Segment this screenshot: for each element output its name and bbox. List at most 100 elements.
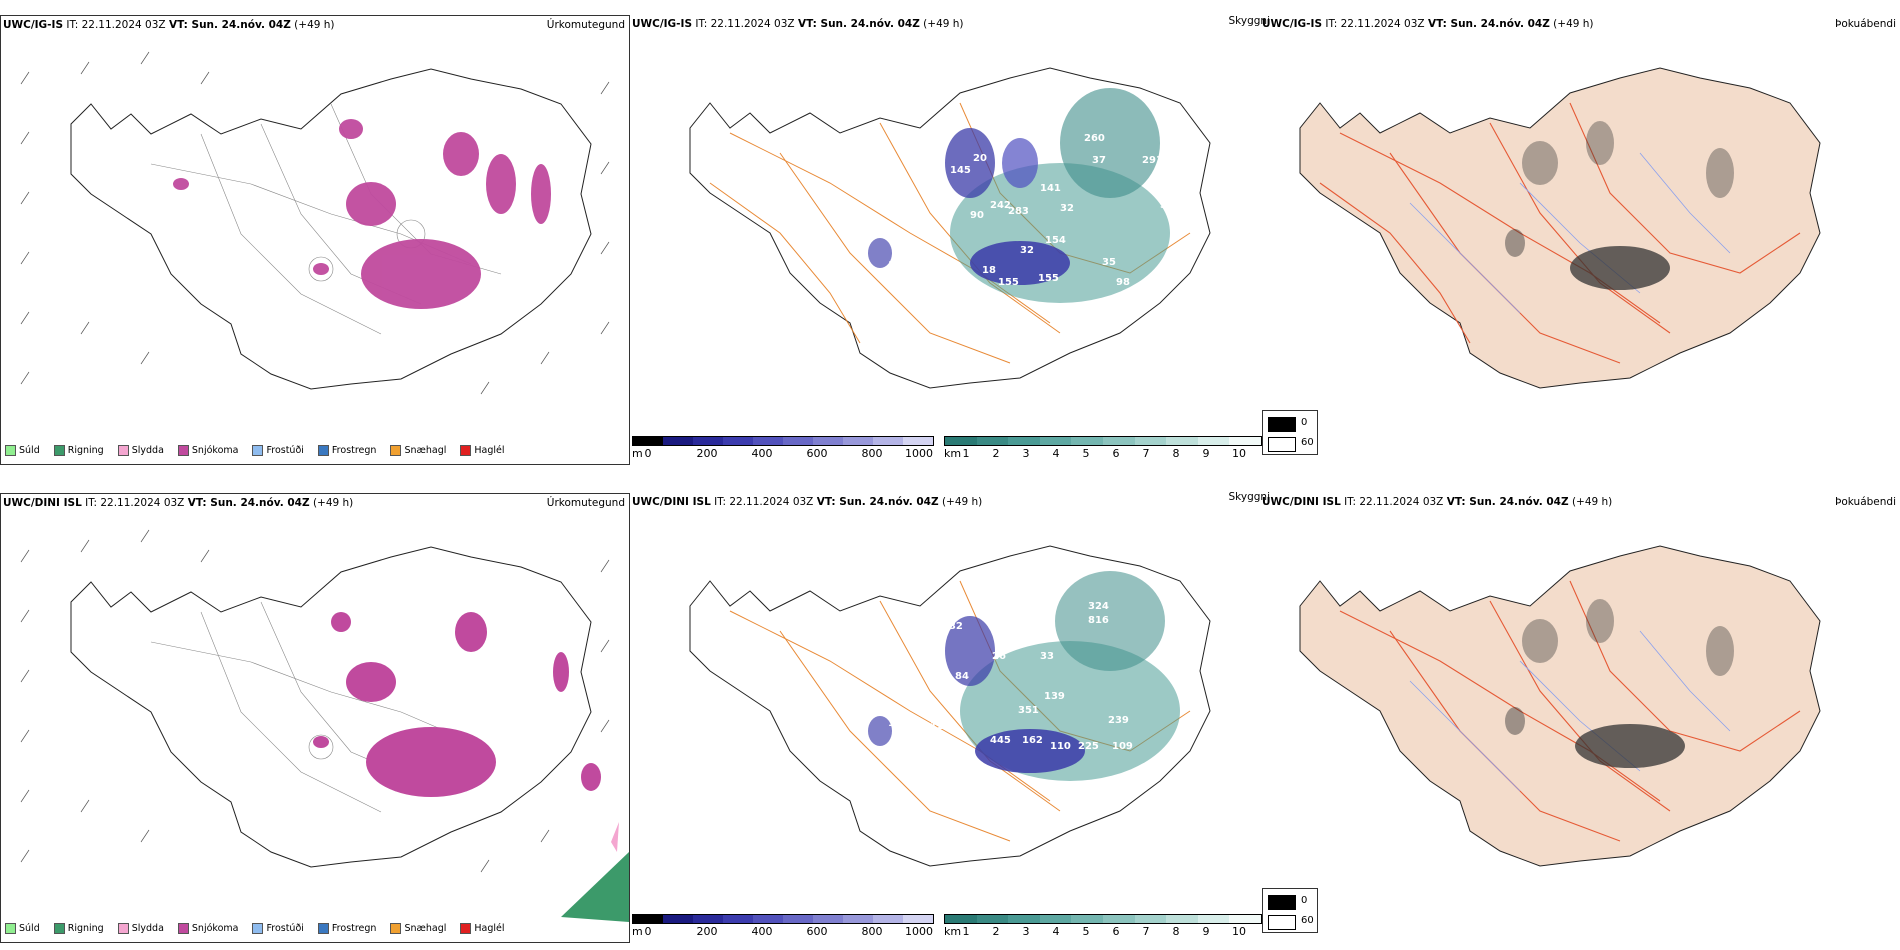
legend-item: Haglél [460, 445, 505, 456]
fog-legend-label: 0 [1301, 417, 1308, 428]
cloud-label: 154 [1045, 235, 1066, 246]
cloud-label: 98 [1116, 277, 1130, 288]
colorbar-unit: m [632, 447, 643, 460]
colorbar-tick: 8 [1172, 925, 1180, 938]
wind-barbs [20, 529, 610, 873]
init-time: IT: 22.11.2024 03Z [1344, 496, 1444, 508]
cloud-label: 109 [1112, 741, 1133, 752]
cloud-label: 84 [955, 671, 969, 682]
swatch-hail [460, 923, 472, 934]
init-time: IT: 22.11.2024 03Z [714, 496, 814, 508]
colorbar-tick: 1000 [905, 447, 933, 460]
legend-item: Súld [5, 923, 40, 934]
panel-header: UWC/DINI ISL IT: 22.11.2024 03Z VT: Sun.… [632, 496, 982, 508]
colorbar-tick: 1000 [905, 925, 933, 938]
colorbar-unit: km [944, 447, 962, 460]
swatch-snow-pellets [390, 923, 402, 934]
cloud-label: 18 [982, 265, 996, 276]
legend-item: Frostúði [252, 923, 304, 934]
cloud-label: 242 [990, 200, 1011, 211]
legend-item: Slydda [117, 923, 164, 934]
cloud-label: 162 [1022, 735, 1043, 746]
colorbar-tick: 10 [1232, 925, 1246, 938]
panel-header: UWC/DINI ISL IT: 22.11.2024 03Z VT: Sun.… [3, 497, 353, 509]
rain-area [561, 852, 629, 922]
colorbar-strip [944, 436, 1262, 446]
swatch-rain [53, 923, 65, 934]
colorbar-tick: 5 [1082, 925, 1090, 938]
init-time: IT: 22.11.2024 03Z [85, 497, 185, 509]
panel-title: Þokuábendi [1835, 496, 1896, 508]
fog-legend-label: 60 [1301, 915, 1314, 926]
model-name: UWC/DINI ISL [632, 496, 711, 508]
swatch-freezing-rain [317, 923, 329, 934]
colorbar-tick: 0 [644, 925, 652, 938]
colorbar-ticks: m 0 200 400 600 800 1000 [632, 924, 934, 938]
cloud-field [868, 88, 1170, 303]
cloud-label: 225 [1078, 741, 1099, 752]
legend-item: Slydda [117, 445, 164, 456]
legend-label: Rigning [67, 923, 104, 934]
cloud-label: 14 [888, 718, 902, 729]
colorbar-tick: 600 [806, 925, 828, 938]
colorbar-tick: 200 [696, 925, 718, 938]
valid-time: VT: Sun. 24.nóv. 04Z [797, 18, 920, 30]
swatch-snow [177, 923, 189, 934]
cloud-panel-bottom: UWC/DINI ISL IT: 22.11.2024 03Z VT: Sun.… [630, 491, 1270, 943]
colorbar-unit: km [944, 925, 962, 938]
cloud-label: 291 [1142, 155, 1163, 166]
lead-time: (+49 h) [941, 496, 983, 508]
cloud-label: 20 [973, 153, 987, 164]
panel-title: Skyggni [1228, 491, 1271, 503]
legend-label: Snæhagl [404, 445, 447, 456]
cloud-labels: 145 20 90 242 283 188 155 155 98 260 37 … [888, 133, 1174, 288]
model-name: UWC/IG-IS [632, 18, 693, 30]
colorbar-tick: 6 [1112, 925, 1120, 938]
swatch-snow-pellets [390, 445, 402, 456]
panel-title: Úrkomutegund [546, 497, 625, 509]
swatch-hail [460, 445, 472, 456]
panel-header: UWC/IG-IS IT: 22.11.2024 03Z VT: Sun. 24… [632, 18, 964, 30]
colorbar-tick: 8 [1172, 447, 1180, 460]
precip-type-panel-top: UWC/IG-IS IT: 22.11.2024 03Z VT: Sun. 24… [0, 15, 630, 465]
legend-label: Frostregn [331, 445, 377, 456]
panel-title: Þokuábendi [1835, 18, 1896, 30]
swatch-sudd [5, 923, 16, 934]
colorbar-tick: 2 [992, 447, 1000, 460]
fog-panel-top: UWC/IG-IS IT: 22.11.2024 03Z VT: Sun. 24… [1260, 15, 1900, 465]
panel-header: UWC/IG-IS IT: 22.11.2024 03Z VT: Sun. 24… [1262, 18, 1594, 30]
legend-item: Snæhagl [390, 445, 446, 456]
panel-title: Úrkomutegund [546, 19, 625, 31]
panel-header: UWC/DINI ISL IT: 22.11.2024 03Z VT: Sun.… [1262, 496, 1612, 508]
snowfall-area [313, 612, 601, 797]
lead-time: (+49 h) [1571, 496, 1613, 508]
iceland-map [1299, 545, 1821, 867]
cloud-label: 139 [1044, 691, 1065, 702]
cloud-label: 90 [970, 210, 984, 221]
fog-field [1505, 121, 1734, 290]
colorbar-tick: 9 [1202, 925, 1210, 938]
lead-time: (+49 h) [923, 18, 964, 30]
cloud-label: 816 [1088, 615, 1109, 626]
legend-label: Haglél [474, 923, 505, 934]
colorbar-tick: 1 [962, 447, 970, 460]
model-name: UWC/DINI ISL [3, 497, 82, 509]
legend-item: Rigning [53, 923, 104, 934]
colorbar-tick: 3 [1022, 925, 1030, 938]
cloud-label: 26 [992, 651, 1006, 662]
colorbar-strip [632, 914, 934, 924]
colorbar-tick: 9 [1202, 447, 1210, 460]
colorbar-ticks: km 1 2 3 4 5 6 7 8 9 10 [944, 924, 1262, 938]
cloud-label: 239 [1108, 715, 1129, 726]
cloud-label: 155 [1038, 273, 1059, 284]
legend-item: Frostregn [317, 445, 377, 456]
lead-time: (+49 h) [294, 19, 335, 31]
legend-label: Slydda [131, 923, 164, 934]
cloud-label: 188 [930, 261, 951, 272]
colorbar-tick: 4 [1052, 447, 1060, 460]
cloud-field [868, 571, 1180, 781]
valid-time: VT: Sun. 24.nóv. 04Z [187, 497, 310, 509]
fog-field [1505, 599, 1734, 768]
cloud-label: 32 [1020, 245, 1034, 256]
legend-label: Súld [19, 445, 40, 456]
